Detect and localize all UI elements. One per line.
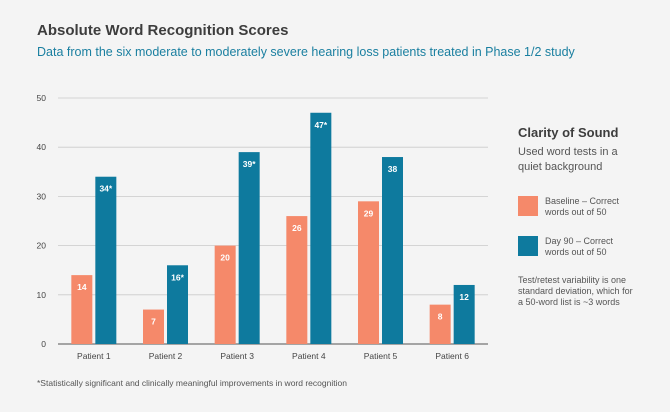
chart-subtitle: Data from the six moderate to moderately… <box>37 45 575 59</box>
bar-day90 <box>310 112 332 344</box>
side-panel-title: Clarity of Sound <box>518 125 619 140</box>
bar-baseline <box>71 275 93 344</box>
bar-baseline <box>286 216 308 344</box>
variability-note: Test/retest variability is one standard … <box>518 275 633 307</box>
bar-day90 <box>382 157 403 344</box>
legend-swatch-day90 <box>518 236 538 256</box>
data-label-baseline: 26 <box>292 223 302 233</box>
y-tick-label: 10 <box>37 290 47 300</box>
data-label-day90: 38 <box>388 164 398 174</box>
x-tick-label: Patient 1 <box>77 351 111 361</box>
data-label-day90: 39* <box>243 159 256 169</box>
y-tick-label: 0 <box>41 339 46 349</box>
bar-day90 <box>95 176 117 344</box>
data-label-baseline: 29 <box>364 208 374 218</box>
bar-baseline <box>429 304 451 344</box>
y-tick-label: 30 <box>37 191 47 201</box>
data-label-baseline: 20 <box>220 253 230 263</box>
data-label-day90: 16* <box>171 272 184 282</box>
bar-chart: 0 10 20 30 40 50 14 34* Patient 1 7 16* Patient 2 20… <box>37 93 488 361</box>
legend-label-day90: Day 90 – Correct words out of 50 <box>545 236 614 257</box>
legend-item-baseline: Baseline – Correct words out of 50 <box>518 196 635 218</box>
x-tick-label: Patient 4 <box>292 351 326 361</box>
side-panel-description: Used word tests in a quiet background <box>518 146 618 173</box>
data-label-baseline: 7 <box>151 317 156 327</box>
bar-day90 <box>167 265 188 344</box>
chart-title: Absolute Word Recognition Scores <box>37 22 289 39</box>
bar-day90 <box>453 284 475 344</box>
data-label-day90: 12 <box>459 292 469 302</box>
bar-baseline <box>143 309 164 344</box>
legend-label-baseline: Baseline – Correct words out of 50 <box>545 196 620 217</box>
x-tick-label: Patient 3 <box>220 351 254 361</box>
y-tick-label: 20 <box>37 241 47 251</box>
bar-baseline <box>358 201 379 344</box>
legend-item-day90: Day 90 – Correct words out of 50 <box>518 236 635 258</box>
data-label-baseline: 8 <box>438 312 443 322</box>
bar-baseline <box>214 245 236 344</box>
data-label-baseline: 14 <box>77 282 87 292</box>
y-tick-label: 40 <box>37 142 47 152</box>
bar-day90 <box>238 152 260 344</box>
data-label-day90: 34* <box>99 184 112 194</box>
footnote: *Statistically significant and clinicall… <box>37 378 347 388</box>
x-tick-label: Patient 6 <box>435 351 469 361</box>
x-tick-label: Patient 5 <box>364 351 398 361</box>
data-label-day90: 47* <box>314 120 327 130</box>
x-tick-label: Patient 2 <box>149 351 183 361</box>
legend-swatch-baseline <box>518 196 538 216</box>
y-tick-label: 50 <box>37 93 47 103</box>
